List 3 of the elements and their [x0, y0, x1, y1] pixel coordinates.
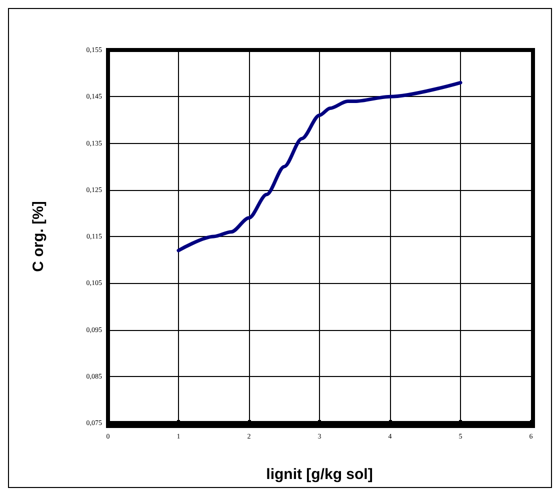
x-axis-title: lignit [g/kg sol] [266, 466, 373, 483]
line-series [176, 80, 462, 252]
y-axis-title: C org. [%] [30, 201, 47, 272]
